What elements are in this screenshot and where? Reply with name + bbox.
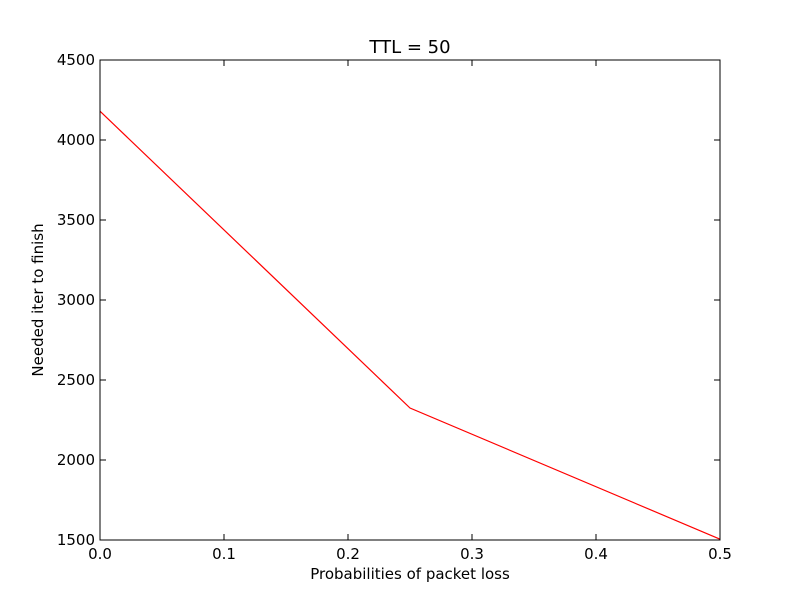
chart-title: TTL = 50	[368, 37, 450, 58]
y-tick-label: 2500	[57, 371, 95, 389]
x-axis: 0.0 0.1 0.2 0.3 0.4 0.5	[88, 60, 732, 563]
y-axis: 1500 2000 2500 3000 3500 4000 4500	[57, 51, 720, 549]
x-axis-label: Probabilities of packet loss	[310, 565, 510, 583]
y-tick-label: 3500	[57, 211, 95, 229]
x-tick-label: 0.5	[708, 545, 732, 563]
x-tick-label: 0.4	[584, 545, 608, 563]
x-tick-label: 0.2	[336, 545, 360, 563]
y-axis-label: Needed iter to finish	[29, 223, 47, 376]
series-line	[99, 110, 721, 540]
plot-area	[100, 60, 720, 540]
series-layer	[99, 110, 721, 540]
y-tick-label: 4000	[57, 131, 95, 149]
x-tick-label: 0.0	[88, 545, 112, 563]
x-tick-label: 0.1	[212, 545, 236, 563]
x-tick-label: 0.3	[460, 545, 484, 563]
y-tick-label: 2000	[57, 451, 95, 469]
y-tick-label: 1500	[57, 531, 95, 549]
y-tick-label: 4500	[57, 51, 95, 69]
plot-background	[100, 60, 720, 540]
y-tick-label: 3000	[57, 291, 95, 309]
